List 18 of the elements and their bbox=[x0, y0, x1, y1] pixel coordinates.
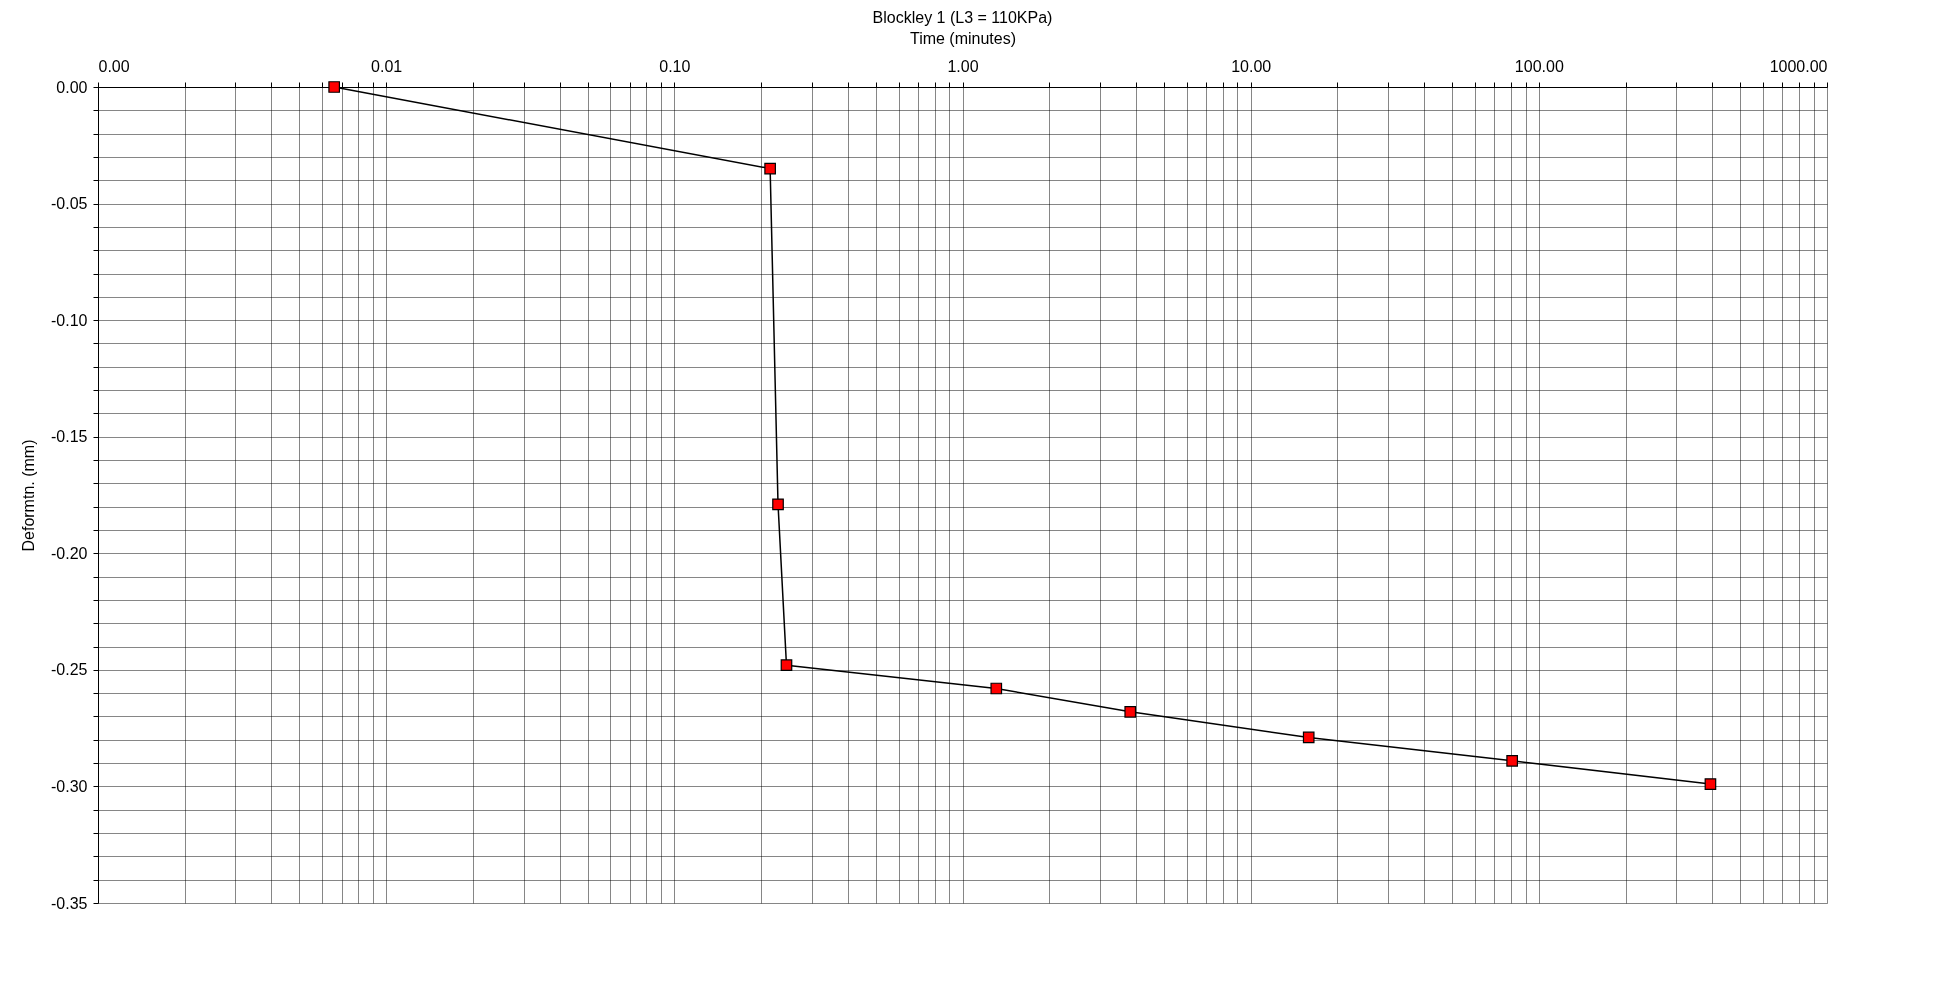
chart-title: Blockley 1 (L3 = 110KPa) bbox=[872, 9, 1053, 26]
y-tick-label: -0.05 bbox=[51, 195, 88, 213]
x-tick-label: 1.00 bbox=[947, 57, 979, 75]
x-tick-label: 0.00 bbox=[98, 57, 130, 75]
x-tick-label: 0.01 bbox=[371, 57, 403, 75]
x-tick-label: 10.00 bbox=[1231, 57, 1272, 75]
y-tick-label: -0.35 bbox=[51, 894, 88, 912]
x-tick-label: 100.00 bbox=[1514, 57, 1564, 75]
y-tick-label: 0.00 bbox=[56, 78, 88, 96]
y-tick-label: -0.10 bbox=[51, 311, 88, 329]
x-tick-label: 0.10 bbox=[659, 57, 691, 75]
y-tick-label: -0.15 bbox=[51, 428, 88, 446]
y-tick-label: -0.25 bbox=[51, 661, 88, 679]
y-tick-label: -0.30 bbox=[51, 777, 88, 795]
y-axis-title: Deformtn. (mm) bbox=[20, 439, 38, 552]
x-axis-title: Time (minutes) bbox=[909, 29, 1017, 47]
x-tick-label: 1000.00 bbox=[1769, 57, 1828, 75]
y-tick-label: -0.20 bbox=[51, 544, 88, 562]
